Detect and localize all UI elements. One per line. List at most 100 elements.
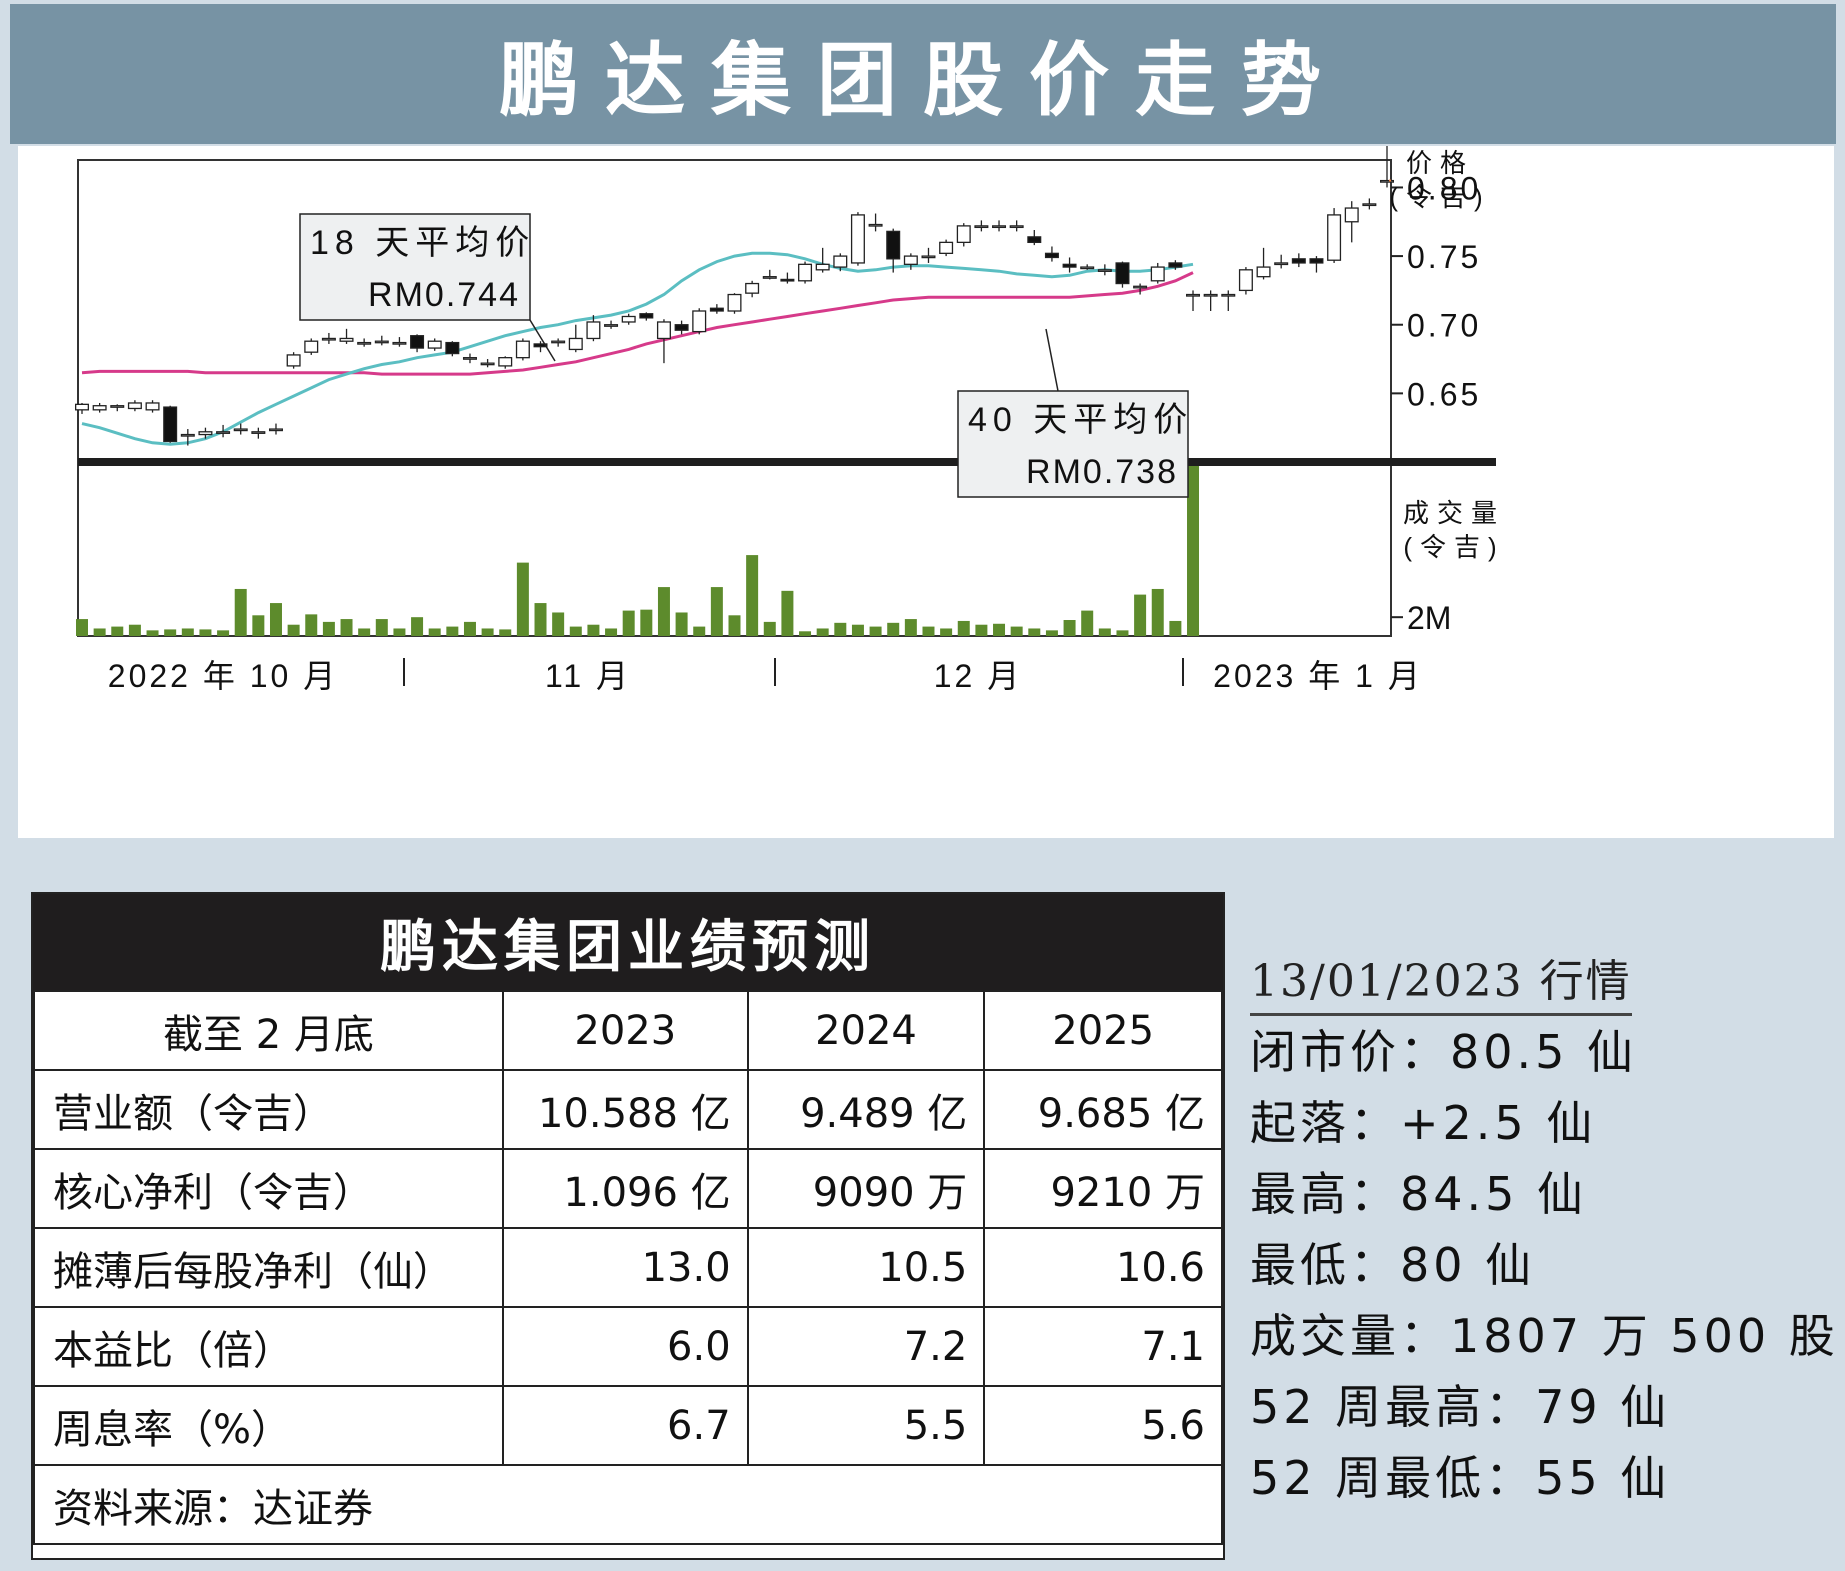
volume-bar [269, 603, 282, 636]
volume-bar [234, 588, 247, 636]
stock-chart: 0.80 0.75 0.70 0.65 价格 (令吉) 2M 成交量 (令吉) 2022 年 10… [75, 146, 1505, 694]
volume-bar [76, 619, 88, 636]
candle-body [357, 341, 372, 345]
ma18-callout-value: RM0.744 [368, 276, 520, 314]
candle-body [268, 428, 283, 432]
volume-bar [93, 628, 106, 636]
cell-value: 6.7 [501, 1385, 749, 1466]
candle-body [621, 315, 636, 323]
volume-bar [1063, 620, 1076, 636]
candle-body [304, 340, 319, 353]
volume-bar [516, 562, 529, 636]
stat-low: 最低：80 仙 [1250, 1238, 1536, 1292]
candle-body [1344, 207, 1359, 223]
candle-body [850, 214, 865, 264]
volume-bar [1151, 588, 1164, 636]
candle-body [110, 405, 125, 408]
ma18-callout-box [299, 213, 531, 321]
volume-bar [605, 628, 618, 636]
stat-52w-high: 52 周最高：79 仙 [1250, 1380, 1671, 1434]
source-note: 资料来源：达证券 [33, 1464, 1223, 1545]
stat-change: 起落：+2.5 仙 [1250, 1096, 1597, 1150]
volume-bar [1045, 630, 1058, 636]
market-date-wrap: 13/01/2023 行情 [1250, 945, 1840, 1017]
volume-bar [710, 587, 723, 636]
volume-bar [1134, 594, 1147, 636]
candle-body [956, 225, 971, 244]
x-axis-label: 2023 年 1 月 [1213, 658, 1423, 694]
candle-body [1380, 179, 1394, 183]
cell-value: 7.1 [983, 1306, 1223, 1387]
volume-bar [340, 619, 353, 636]
ma40-callout-box [957, 390, 1189, 498]
volume-bar [657, 587, 670, 636]
cell-value: 10.588 亿 [501, 1069, 749, 1150]
volume-tick-label: 2M [1407, 600, 1451, 636]
candle-body [1115, 262, 1130, 285]
candle-body [1274, 262, 1289, 266]
volume-bar [746, 555, 759, 636]
volume-bar [287, 624, 300, 636]
volume-bar [1169, 620, 1182, 636]
row-label: 摊薄后每股净利（仙） [33, 1227, 504, 1308]
volume-bar [252, 615, 265, 636]
volume-bar [940, 628, 953, 636]
candle-body [1327, 214, 1342, 261]
stat-52w-low: 52 周最低：55 仙 [1250, 1451, 1671, 1505]
candle-body [198, 431, 213, 436]
banner: 鹏达集团股价走势 [10, 4, 1836, 144]
volume-bar [816, 628, 829, 636]
ma40-callout-pointer [1045, 328, 1059, 392]
price-tick-label: 0.75 [1407, 239, 1481, 275]
candle-body [462, 357, 477, 360]
volume-bar [587, 624, 600, 636]
x-axis-label: 11 月 [545, 658, 631, 694]
volume-bar [534, 603, 547, 636]
candle-body [180, 433, 195, 437]
candle-body [1291, 258, 1306, 264]
cell-value: 9.489 亿 [746, 1069, 986, 1150]
candle-body [233, 428, 248, 432]
row-label: 营业额（令吉） [33, 1069, 504, 1150]
volume-bar [111, 626, 124, 636]
volume-bar [217, 630, 230, 636]
cell-value: 9.685 亿 [983, 1069, 1223, 1150]
table-row: 本益比（倍） 6.0 7.2 7.1 [33, 1306, 1223, 1387]
volume-bar [463, 621, 476, 636]
stat-close: 闭市价：80.5 仙 [1250, 1025, 1638, 1079]
volume-bar [887, 622, 900, 636]
volume-bar [569, 626, 582, 636]
candle-body [1062, 263, 1077, 268]
volume-bar [552, 612, 565, 636]
candle-body [692, 310, 707, 333]
stat-volume: 成交量：1807 万 500 股 [1250, 1309, 1839, 1363]
market-date: 13/01/2023 行情 [1250, 945, 1632, 1016]
cell-value: 6.0 [501, 1306, 749, 1387]
candle-body [709, 307, 724, 312]
table-row: 周息率（%） 6.7 5.5 5.6 [33, 1385, 1223, 1466]
volume-bar [851, 624, 864, 636]
ma40-callout-name: 40 天平均价 [968, 401, 1193, 439]
cell-value: 7.2 [746, 1306, 986, 1387]
volume-bar [499, 629, 512, 636]
volume-bar [181, 628, 194, 636]
cell-value: 13.0 [501, 1227, 749, 1308]
candle-body [1150, 266, 1165, 282]
volume-axis-label: 成交量 [1403, 498, 1505, 528]
candle-body [992, 225, 1007, 229]
volume-bar [358, 628, 371, 636]
ma18-callout-pointer [529, 319, 556, 362]
candle-body [427, 340, 442, 349]
volume-bar [446, 626, 459, 636]
volume-bar [1010, 626, 1023, 636]
forecast-table: 鹏达集团业绩预测 截至 2 月底 2023 2024 2025 营业额（令吉） … [31, 892, 1225, 1560]
volume-bar [799, 631, 812, 636]
candle-body [392, 341, 407, 345]
volume-bar [1028, 628, 1041, 636]
candle-body [674, 324, 689, 331]
volume-bar [305, 614, 318, 636]
candle-body [1168, 262, 1183, 268]
cell-value: 5.6 [983, 1385, 1223, 1466]
volume-bar [922, 626, 935, 636]
